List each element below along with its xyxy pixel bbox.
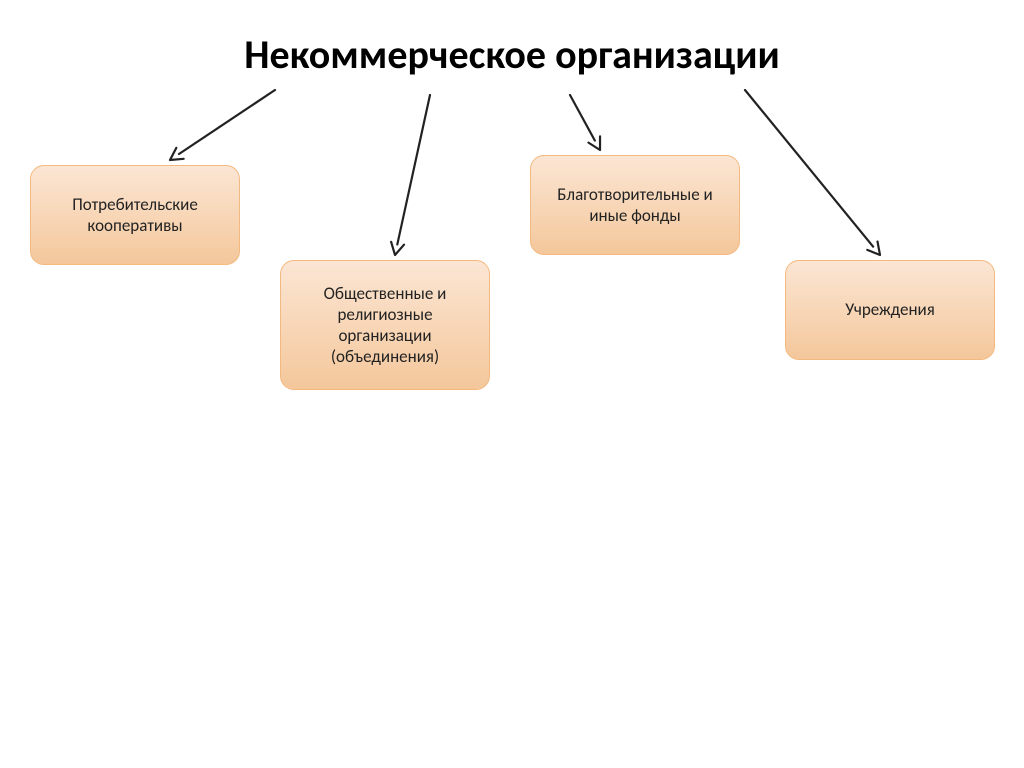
arrow-line [179,90,275,154]
arrow-line [397,95,430,244]
diagram-node: Благотворительные и иные фонды [530,155,740,255]
arrow-head-icon [391,242,404,255]
arrow-line [745,90,873,247]
diagram-node: Потребительские кооперативы [30,165,240,265]
arrow-head-icon [170,148,184,160]
arrow-head-icon [867,242,880,255]
arrow-head-icon [588,136,600,150]
diagram-canvas: Некоммерческое организации Потребительск… [0,0,1024,768]
diagram-node-label: Общественные и религиозные организации (… [291,283,479,368]
diagram-node: Учреждения [785,260,995,360]
diagram-title: Некоммерческое организации [0,30,1024,79]
diagram-node: Общественные и религиозные организации (… [280,260,490,390]
arrow-layer [0,0,1024,768]
diagram-node-label: Учреждения [845,299,935,320]
diagram-node-label: Благотворительные и иные фонды [541,184,729,227]
diagram-node-label: Потребительские кооперативы [41,194,229,237]
arrow-line [570,95,595,141]
